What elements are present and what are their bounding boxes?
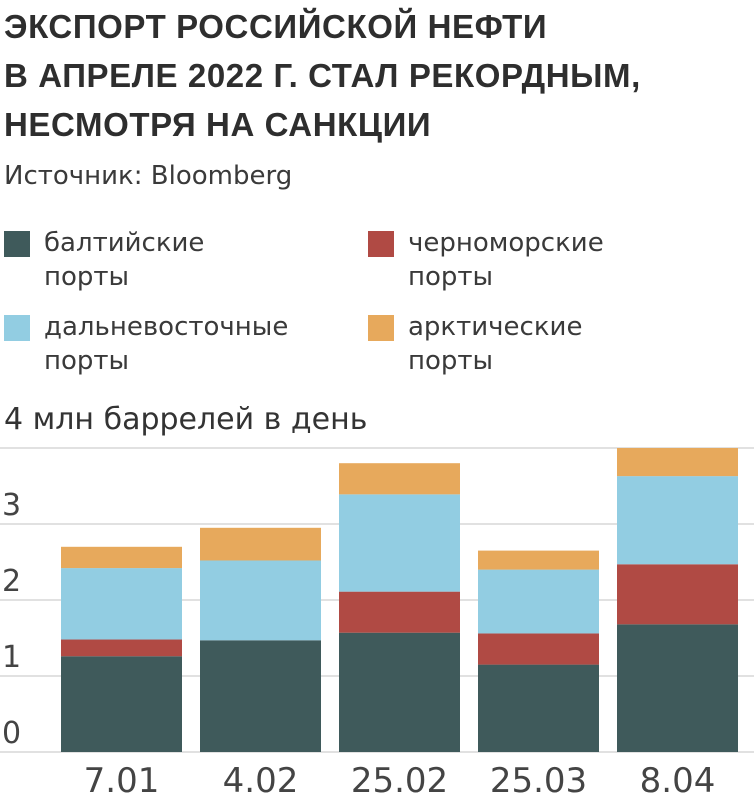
x-tick-label-25.02: 25.02: [351, 761, 448, 800]
legend-swatch-arctic: [368, 315, 394, 341]
bar-segment-7.01-series-1: [61, 639, 182, 657]
x-tick-label-7.01: 7.01: [84, 761, 160, 800]
y-tick-label-1: 1: [2, 640, 21, 675]
bar-segment-25.03-series-1: [478, 633, 599, 665]
y-tick-label-3: 3: [2, 488, 21, 523]
x-tick-label-4.02: 4.02: [223, 761, 299, 800]
bar-segment-4.02-series-0: [200, 640, 321, 752]
bar-segment-8.04-series-2: [617, 476, 738, 565]
bar-segment-8.04-series-0: [617, 624, 738, 752]
chart-title: ЭКСПОРТ РОССИЙСКОЙ НЕФТИ В АПРЕЛЕ 2022 Г…: [4, 2, 749, 149]
source-label: Источник: Bloomberg: [4, 161, 293, 191]
legend-label-baltic: балтийские порты: [44, 228, 205, 292]
bar-segment-25.03-series-0: [478, 664, 599, 752]
legend-label-arctic: арктические порты: [408, 312, 583, 376]
bar-segment-4.02-series-2: [200, 560, 321, 641]
legend-swatch-fareast: [4, 315, 30, 341]
bar-segment-25.02-series-0: [339, 632, 460, 752]
legend-swatch-blacksea: [368, 231, 394, 257]
bar-segment-25.02-series-1: [339, 591, 460, 633]
bar-segment-25.02-series-3: [339, 463, 460, 495]
title-line-2: В АПРЕЛЕ 2022 Г. СТАЛ РЕКОРДНЫМ,: [4, 57, 641, 94]
bar-segment-7.01-series-2: [61, 568, 182, 640]
legend-label-blacksea: черноморские порты: [408, 228, 604, 292]
bar-segment-25.02-series-2: [339, 494, 460, 592]
bar-segment-8.04-series-3: [617, 448, 738, 477]
bar-segment-8.04-series-1: [617, 564, 738, 625]
x-tick-label-25.03: 25.03: [490, 761, 587, 800]
bar-segment-4.02-series-3: [200, 527, 321, 561]
legend-label-fareast: дальневосточные порты: [44, 312, 289, 376]
y-tick-label-2: 2: [2, 564, 21, 599]
x-tick-label-8.04: 8.04: [640, 761, 716, 800]
bar-segment-7.01-series-0: [61, 656, 182, 752]
y-tick-label-0: 0: [2, 716, 21, 751]
title-line-3: НЕСМОТРЯ НА САНКЦИИ: [4, 106, 432, 143]
legend-swatch-baltic: [4, 231, 30, 257]
bar-segment-25.03-series-2: [478, 569, 599, 634]
bar-segment-7.01-series-3: [61, 546, 182, 569]
y-axis-unit-label: 4 млн баррелей в день: [4, 402, 368, 437]
title-line-1: ЭКСПОРТ РОССИЙСКОЙ НЕФТИ: [4, 8, 548, 45]
bar-segment-25.03-series-3: [478, 550, 599, 570]
